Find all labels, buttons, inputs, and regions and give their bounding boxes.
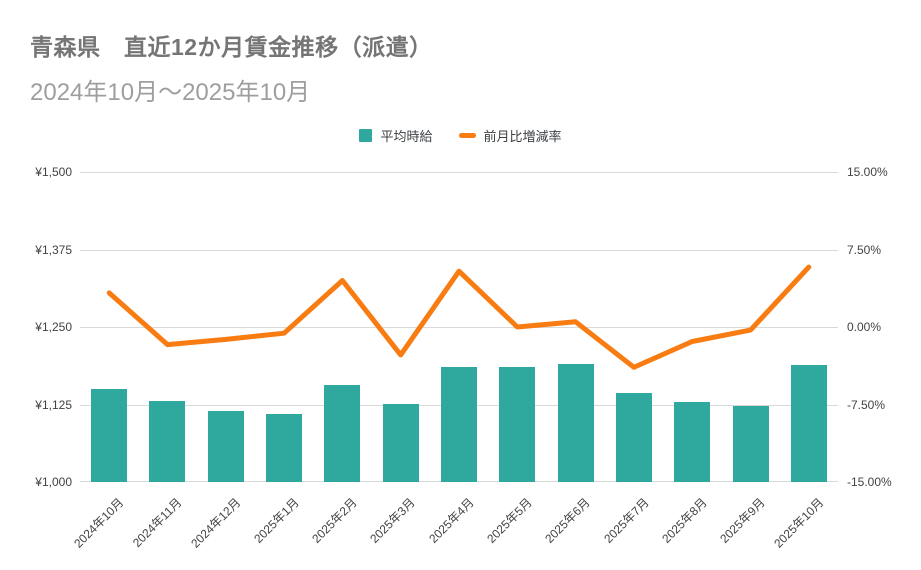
chart-legend: 平均時給 前月比増減率: [0, 126, 921, 145]
bars-layer: [80, 172, 838, 482]
legend-item-mom-change: 前月比増減率: [458, 126, 562, 145]
wage-bar-2025年8月: [674, 402, 710, 482]
wage-series-marker-icon: [359, 129, 373, 142]
wage-bar-2025年3月: [383, 404, 419, 482]
chart-subtitle: 2024年10月～2025年10月: [30, 79, 311, 106]
wage-bar-2025年1月: [266, 414, 302, 482]
x-axis-label-2025年10月: 2025年10月: [770, 495, 827, 551]
y-axis-right-tick-label: 0.00%: [847, 320, 882, 334]
y-axis-right-tick-label: 7.50%: [847, 243, 882, 257]
x-axis-label-2025年9月: 2025年9月: [717, 495, 768, 546]
y-axis-left-tick-label: ¥1,125: [35, 398, 72, 412]
x-axis-label-2024年12月: 2024年12月: [187, 495, 244, 551]
gridline: [80, 250, 838, 251]
y-axis-right-tick-label: -7.50%: [847, 398, 886, 412]
x-axis-label-2025年5月: 2025年5月: [484, 495, 535, 546]
wage-bar-2025年9月: [733, 406, 769, 482]
x-axis-label-2025年2月: 2025年2月: [309, 495, 360, 546]
x-axis-label-2024年10月: 2024年10月: [71, 495, 127, 551]
wage-bar-2025年10月: [791, 365, 827, 482]
y-axis-left-tick-label: ¥1,000: [35, 475, 72, 489]
x-axis-label-2024年11月: 2024年11月: [130, 495, 185, 550]
wage-bar-2024年10月: [91, 389, 127, 482]
wage-bar-2025年4月: [441, 367, 477, 482]
y-axis-right-tick-label: -15.00%: [847, 475, 892, 489]
chart-title: 青森県 直近12か月賃金推移（派遣）: [30, 34, 433, 60]
y-axis-right-tick-label: 15.00%: [847, 165, 888, 179]
mom-series-label: 前月比増減率: [483, 129, 562, 144]
wage-bar-2025年2月: [324, 385, 360, 482]
x-axis-label-2025年1月: 2025年1月: [250, 495, 302, 546]
y-axis-left-tick-label: ¥1,500: [35, 165, 72, 179]
plot-area: [80, 172, 838, 482]
x-axis-label-2025年3月: 2025年3月: [367, 495, 419, 546]
x-axis-label-2025年8月: 2025年8月: [659, 495, 710, 546]
x-axis-label-2025年4月: 2025年4月: [425, 495, 477, 546]
y-axis-left: ¥1,500 ¥1,375 ¥1,250 ¥1,125 ¥1,000: [0, 165, 72, 489]
wage-bar-2025年7月: [616, 393, 652, 482]
y-axis-right: 15.00% 7.50% 0.00% -7.50% -15.00%: [847, 165, 921, 489]
legend-item-average-wage: 平均時給: [359, 126, 433, 145]
wage-bar-2025年6月: [558, 364, 594, 482]
wage-bar-2024年12月: [208, 411, 244, 482]
x-axis-label-2025年6月: 2025年6月: [542, 495, 593, 546]
wage-bar-2025年5月: [499, 367, 535, 482]
y-axis-left-tick-label: ¥1,250: [35, 320, 72, 334]
y-axis-left-tick-label: ¥1,375: [35, 243, 72, 257]
x-axis-label-2025年7月: 2025年7月: [600, 495, 652, 546]
wage-bar-2024年11月: [149, 401, 185, 482]
wage-series-label: 平均時給: [380, 129, 433, 144]
x-axis: 2024年10月 2024年11月 2024年12月 2025年1月 2025年2月 20…: [71, 486, 838, 570]
gridline: [80, 172, 838, 173]
mom-series-marker-icon: [458, 133, 476, 138]
